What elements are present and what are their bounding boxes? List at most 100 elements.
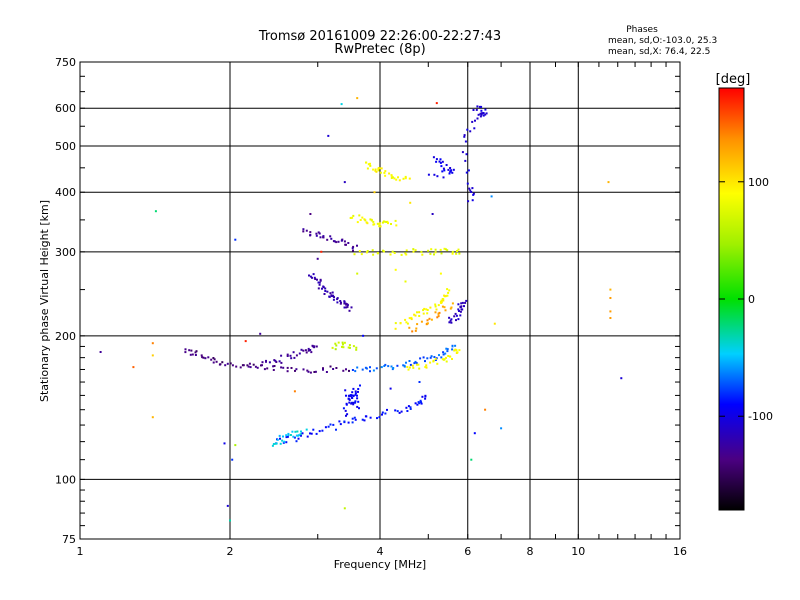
trace-point [450,318,453,321]
trace-point [449,319,452,322]
trace-point [426,357,429,360]
trace-point [266,367,269,370]
trace-point [466,128,469,131]
trace-point [381,221,384,224]
trace-point [453,315,456,318]
trace-point [443,169,446,172]
trace-point [355,348,358,351]
trace-point [317,281,320,284]
trace-point [405,321,408,324]
scatter-point [609,310,612,313]
scatter-point [490,195,493,198]
trace-point [418,402,421,405]
scatter-point [394,268,397,271]
trace-point [435,158,438,161]
phases-mean-x: mean, sd,X: 76.4, 22.5 [608,47,710,57]
trace-point [287,432,290,435]
trace-point [341,341,344,344]
trace-point [443,247,446,250]
trace-point [478,105,481,108]
trace-point [414,360,417,363]
trace-point [372,369,375,372]
chart-title: Tromsø 20161009 22:26:00-22:27:43 [258,29,501,44]
trace-point [384,174,387,177]
trace-point [332,298,335,301]
trace-point [298,352,301,355]
trace-point [466,182,469,185]
scatter-point [356,272,359,275]
trace-point [343,306,346,309]
trace-point [408,360,411,362]
trace-point [315,432,318,435]
trace-point [371,249,374,252]
trace-point [410,318,413,321]
scatter-point [500,427,503,430]
trace-point [315,345,318,348]
trace-point [441,170,444,173]
trace-point [441,160,444,163]
trace-point [335,241,338,244]
colorbar-tick-label: 0 [748,293,755,306]
trace-point [422,309,425,312]
trace-point [358,407,360,410]
trace-point [394,327,397,330]
trace-point [419,399,422,402]
trace-point [435,160,438,163]
trace-point [242,364,245,367]
trace-point [319,278,322,281]
trace-point [309,233,312,236]
trace-point [373,223,376,226]
trace-point [403,365,406,368]
trace-point [272,369,275,371]
trace-point [329,235,332,238]
trace-point [410,316,413,319]
trace-point [420,250,423,253]
trace-point [467,169,470,172]
trace-point [472,193,475,196]
trace-point [280,354,283,357]
trace-point [406,322,409,325]
trace-point [458,252,461,255]
trace-point [425,308,428,311]
trace-point [348,394,351,397]
scatter-point [609,288,612,291]
trace-point [434,359,437,361]
trace-point [438,354,440,357]
trace-point [231,364,234,367]
trace-point [354,392,357,395]
trace-point [295,354,298,357]
trace-point [449,170,452,173]
trace-point [399,322,402,325]
trace-point [404,252,407,255]
trace-point [314,370,317,373]
trace-point [274,442,277,445]
trace-point [404,177,407,180]
trace-point [332,423,335,426]
trace-point [433,253,435,256]
trace-point [418,315,421,317]
trace-point [436,316,439,319]
scatter-point [259,332,262,335]
x-tick-label: 2 [227,545,234,558]
trace-point [389,253,392,256]
trace-point [426,312,429,315]
trace-point [322,235,325,238]
trace-point [429,361,432,364]
trace-point [348,398,351,401]
trace-point [471,199,474,202]
trace-point [326,290,329,293]
trace-point [302,368,305,371]
trace-point [453,349,456,352]
trace-point [430,355,433,358]
trace-point [307,349,310,352]
trace-point [421,253,424,256]
trace-point [378,416,381,419]
trace-point [463,305,465,308]
trace-point [369,162,371,165]
trace-point [305,428,308,431]
scatter-point [151,416,154,419]
trace-point [307,347,310,350]
trace-point [420,402,423,405]
x-tick-label: 6 [464,545,471,558]
trace-point [309,231,312,234]
